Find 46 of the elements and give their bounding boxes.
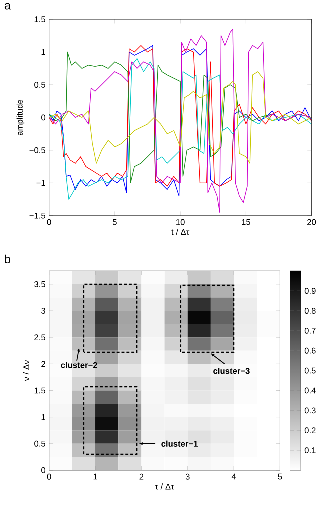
y-tick-label: 1.5	[35, 16, 46, 22]
x-tick-label: 1	[94, 474, 98, 480]
y-tick-label: 1	[42, 49, 46, 56]
chart-title: a	[5, 3, 12, 10]
x-tick-label: 5	[278, 474, 282, 480]
y-tick-label: 0	[42, 468, 46, 474]
y-tick-label: −1.5	[30, 212, 46, 219]
color-bar-label: 0.5	[305, 368, 316, 374]
color-bar-label: 0.4	[305, 388, 316, 394]
color-bar-label: 0.3	[305, 408, 316, 414]
color-bar-label: 0.7	[305, 328, 316, 334]
line-series	[50, 29, 312, 213]
annotation: cluster−2	[61, 362, 98, 368]
y-tick-label: 2	[42, 361, 46, 368]
x-tick-label: 2	[140, 474, 144, 480]
chart-title: b	[5, 254, 11, 264]
x-tick-label: 5	[113, 219, 118, 226]
line-series	[50, 72, 312, 164]
y-tick-label: 1	[42, 414, 46, 420]
y-axis-title: amplitude	[16, 100, 25, 136]
x-tick-label: 4	[232, 474, 236, 480]
y-tick-label: 1.5	[35, 388, 46, 394]
y-tick-label: 0.5	[34, 82, 46, 88]
x-tick-label: 20	[308, 219, 316, 226]
color-bar-label: 0.8	[305, 308, 316, 314]
color-bar-label: 0.2	[305, 428, 316, 434]
annotation: cluster−3	[214, 368, 250, 374]
color-bar-label: 0.1	[305, 448, 316, 454]
x-tick-label: 15	[242, 219, 251, 226]
x-tick-label: 3	[186, 474, 190, 480]
y-tick-label: 3	[42, 308, 46, 314]
y-tick-label: 2.5	[34, 334, 46, 341]
x-tick-label: 0	[48, 474, 52, 480]
x-tick-label: 0	[48, 219, 52, 226]
y-tick-label: 0	[42, 114, 46, 121]
annotation: cluster−1	[162, 440, 198, 447]
y-axis-title: ν / Δν	[24, 360, 30, 382]
x-axis-title: t / Δτ	[172, 229, 190, 236]
x-tick-label: 10	[176, 219, 186, 226]
color-bar-label: 0.9	[305, 288, 316, 294]
x-axis-title: τ / Δτ	[155, 484, 174, 490]
color-bar-label: 0.6	[305, 348, 316, 354]
y-tick-label: 3.5	[34, 281, 46, 288]
y-tick-label: −1	[36, 180, 46, 186]
y-tick-label: 0.5	[34, 440, 46, 447]
y-tick-label: −0.5	[30, 147, 46, 154]
